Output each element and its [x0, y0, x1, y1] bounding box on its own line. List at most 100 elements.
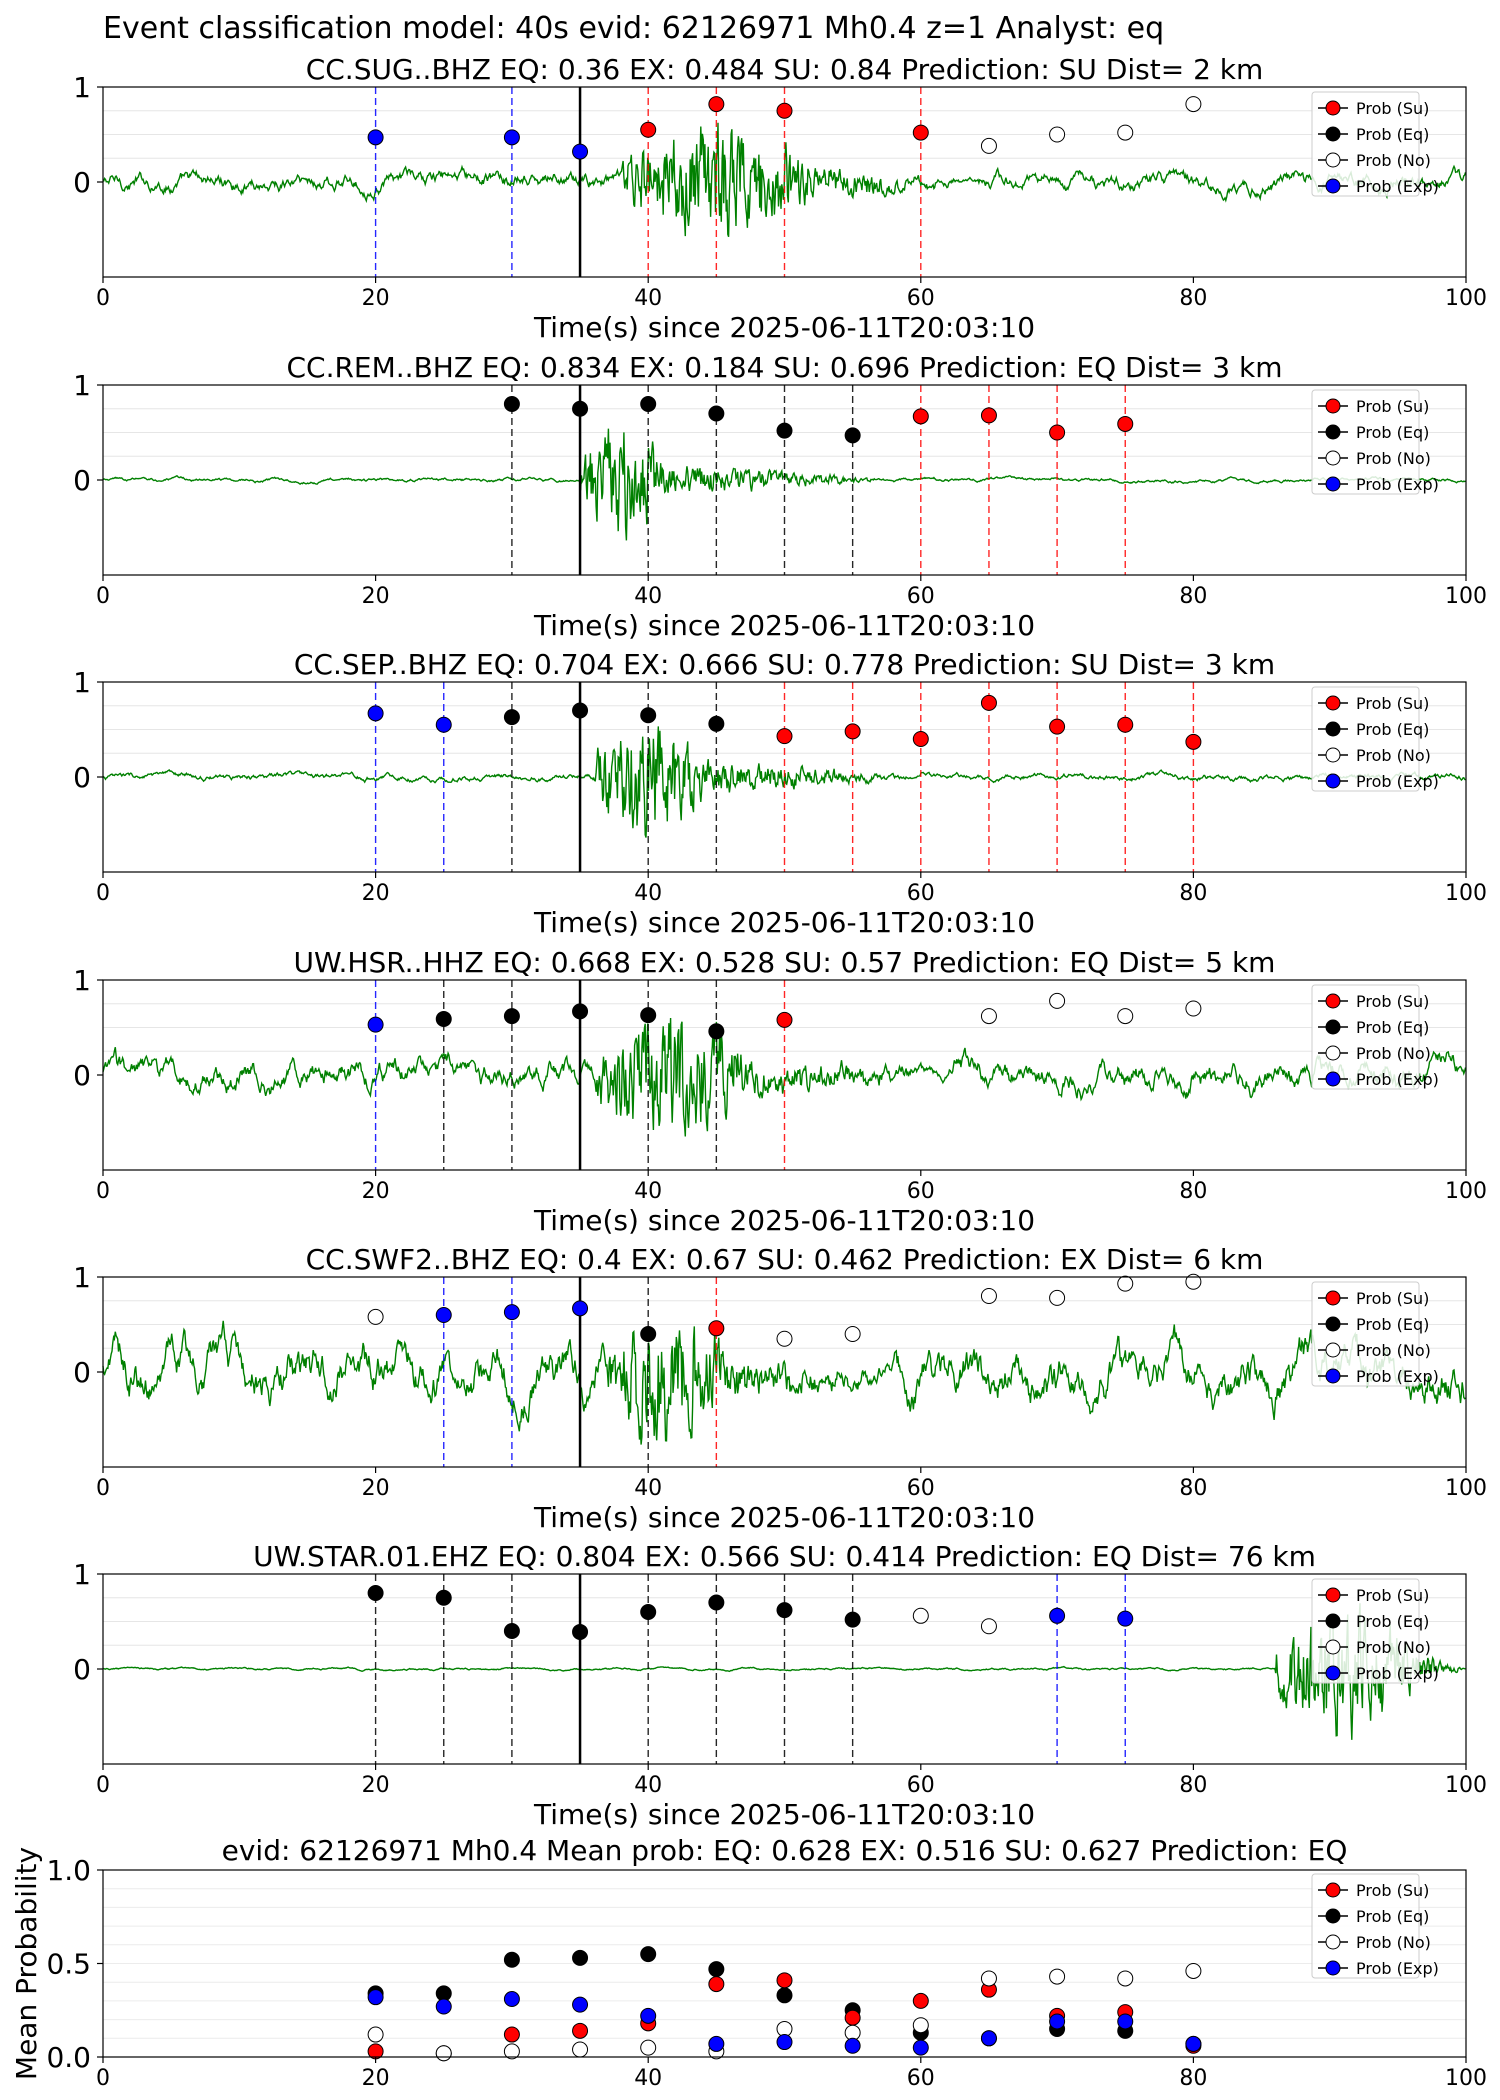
prob-point-eq [503, 396, 520, 412]
prob-point-no [844, 1326, 861, 1342]
panel-title: CC.SUG..BHZ EQ: 0.36 EX: 0.484 SU: 0.84 … [306, 53, 1264, 86]
legend-marker [1325, 1071, 1341, 1087]
y-tick-label: 1 [73, 1558, 91, 1591]
prob-point-su [776, 1011, 793, 1028]
panel-title: UW.HSR..HHZ EQ: 0.668 EX: 0.528 SU: 0.57… [294, 946, 1276, 979]
legend-label: Prob (No) [1356, 1341, 1431, 1360]
prob-point-no [776, 1330, 793, 1347]
y-tick-label: 0.5 [46, 1948, 91, 1981]
mean-point-exp [503, 1991, 520, 2008]
x-tick-label: 20 [362, 1179, 390, 1204]
legend-box [1311, 1281, 1420, 1387]
prob-point-no [1049, 126, 1066, 143]
legend-label: Prob (Eq) [1356, 1612, 1429, 1631]
mean-point-exp [1117, 2013, 1134, 2030]
x-tick-label: 0 [96, 2066, 110, 2091]
prob-point-su [912, 408, 929, 425]
panel-7: evid: 62126971 Mh0.4 Mean prob: EQ: 0.62… [10, 1834, 1487, 2091]
prob-point-eq [572, 1623, 589, 1640]
prob-point-su [912, 124, 929, 141]
panel-4: UW.HSR..HHZ EQ: 0.668 EX: 0.528 SU: 0.57… [73, 946, 1487, 1237]
legend-marker [1325, 1639, 1341, 1655]
prob-point-exp [503, 1304, 520, 1321]
prob-point-eq [503, 1008, 520, 1025]
prob-point-exp [367, 705, 384, 722]
legend-label: Prob (Su) [1356, 1289, 1429, 1308]
legend-marker [1325, 1342, 1341, 1358]
mean-point-su [912, 1992, 929, 2009]
x-axis-label: Time(s) since 2025-06-11T20:03:10 [533, 1204, 1035, 1237]
prob-point-eq [640, 707, 657, 724]
mean-point-eq [776, 1987, 793, 2004]
prob-point-su [1049, 718, 1066, 735]
prob-point-no [980, 1288, 997, 1304]
x-tick-label: 100 [1445, 584, 1487, 609]
mean-point-exp [980, 2030, 997, 2047]
legend-marker [1325, 100, 1341, 116]
prob-point-su [980, 694, 997, 711]
panel-title: evid: 62126971 Mh0.4 Mean prob: EQ: 0.62… [222, 1834, 1348, 1867]
prob-point-su [708, 1320, 725, 1337]
y-tick-label: 0 [73, 761, 91, 794]
x-tick-label: 100 [1445, 1476, 1487, 1501]
panels: CC.SUG..BHZ EQ: 0.36 EX: 0.484 SU: 0.84 … [10, 53, 1487, 2091]
mean-point-no [572, 2041, 589, 2058]
prob-point-exp [1049, 1607, 1066, 1624]
x-tick-label: 20 [362, 286, 390, 311]
prob-point-eq [572, 1003, 589, 1020]
legend-label: Prob (Exp) [1356, 1959, 1439, 1978]
legend-label: Prob (Su) [1356, 397, 1429, 416]
mean-point-eq [640, 1946, 657, 1963]
x-tick-label: 80 [1179, 1179, 1207, 1204]
prob-point-eq [708, 1023, 725, 1040]
legend-box [1311, 1578, 1420, 1684]
x-tick-label: 60 [907, 584, 935, 609]
legend-marker [1325, 476, 1341, 492]
x-tick-label: 0 [96, 1476, 110, 1501]
legend-label: Prob (Eq) [1356, 423, 1429, 442]
prob-point-su [1185, 733, 1202, 750]
mean-point-su [844, 2009, 861, 2026]
prob-point-no [1185, 96, 1202, 113]
prob-point-eq [776, 1602, 793, 1619]
x-tick-label: 100 [1445, 1179, 1487, 1204]
legend-label: Prob (Eq) [1356, 125, 1429, 144]
legend-marker [1325, 1316, 1341, 1332]
prob-point-eq [708, 715, 725, 732]
x-axis-label: Time(s) since 2025-06-11T20:03:10 [533, 609, 1035, 642]
legend-marker [1325, 1908, 1341, 1924]
legend-marker [1325, 398, 1341, 414]
mean-point-exp [572, 1996, 589, 2013]
prob-point-su [776, 102, 793, 119]
legend-marker [1325, 1019, 1341, 1035]
x-tick-label: 0 [96, 1179, 110, 1204]
prob-point-no [367, 1308, 384, 1325]
prob-point-su [1117, 415, 1134, 432]
legend-marker [1325, 1960, 1341, 1976]
panel-1: CC.SUG..BHZ EQ: 0.36 EX: 0.484 SU: 0.84 … [73, 53, 1487, 344]
prob-point-no [980, 137, 997, 154]
mean-point-exp [912, 2039, 929, 2056]
legend-label: Prob (Exp) [1356, 475, 1439, 494]
prob-point-eq [572, 400, 589, 417]
x-tick-label: 20 [362, 1476, 390, 1501]
x-tick-label: 0 [96, 881, 110, 906]
legend-marker [1325, 178, 1341, 194]
mean-point-eq [708, 1961, 725, 1978]
legend-box [1311, 389, 1420, 495]
legend-marker [1325, 1290, 1341, 1306]
x-tick-label: 0 [96, 286, 110, 311]
x-tick-label: 40 [634, 881, 662, 906]
x-tick-label: 100 [1445, 881, 1487, 906]
prob-point-eq [640, 396, 657, 412]
y-tick-label: 1 [73, 964, 91, 997]
prob-point-eq [503, 709, 520, 726]
prob-point-eq [708, 1594, 725, 1611]
legend-label: Prob (Eq) [1356, 720, 1429, 739]
x-tick-label: 80 [1179, 286, 1207, 311]
x-tick-label: 60 [907, 2066, 935, 2091]
x-axis-label: Time(s) since 2025-06-11T20:03:10 [533, 1798, 1035, 1831]
mean-point-exp [367, 1989, 384, 2006]
mean-point-su [776, 1972, 793, 1989]
mean-point-no [1117, 1970, 1134, 1987]
